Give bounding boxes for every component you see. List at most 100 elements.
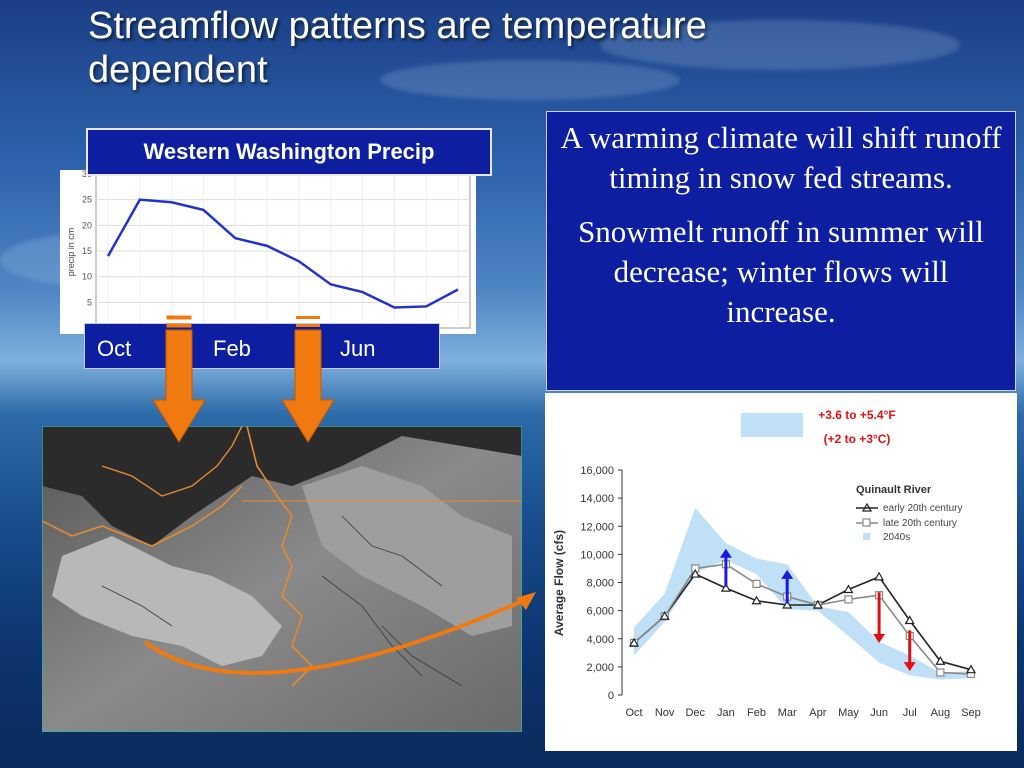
early-20th-point [965, 664, 977, 674]
apr-may-marker [296, 316, 320, 327]
bracket-bottom [296, 324, 320, 327]
change-arrow-head-mar [781, 569, 794, 579]
slide-title: Streamflow patterns are temperature depe… [88, 5, 707, 91]
early-20th-point [720, 582, 731, 592]
strait-outline [42, 485, 243, 547]
legend-marker-early [861, 502, 873, 512]
precip-y-tick-label: 15 [82, 246, 92, 256]
early-20th-point [751, 595, 762, 605]
early-20th-point [874, 571, 885, 581]
flow-y-tick-label: 2,000 [586, 662, 614, 674]
flow-x-tick-label: Mar [778, 707, 797, 719]
cascade-range [302, 466, 512, 636]
flow-x-tick-label: Aug [931, 707, 951, 719]
series-late-20th-line [633, 563, 972, 675]
flow-x-tick-label: Feb [747, 707, 766, 719]
late-20th-point [752, 579, 761, 589]
flow-y-tick-label: 6,000 [586, 606, 614, 618]
legend-marker-2040s [863, 533, 870, 540]
month-label-oct: Oct [97, 336, 132, 361]
down-arrow-winter [152, 329, 206, 443]
bracket-top [296, 316, 320, 319]
flow-x-tick-label: Dec [685, 707, 705, 719]
explanation-paragraph-1: A warming climate will shift runoff timi… [560, 120, 1002, 195]
flow-y-tick-label: 14,000 [580, 493, 614, 505]
flow-y-tick-label: 16,000 [580, 465, 614, 477]
change-arrow-head-jul [903, 662, 916, 672]
coastline-outline [246, 426, 314, 687]
early-20th-point [935, 656, 946, 665]
washington-terrain-map [42, 426, 522, 732]
precip-y-tick-label: 25 [82, 195, 92, 205]
river-path [381, 625, 463, 687]
legend-label-2040s: 2040s [883, 532, 910, 543]
precip-y-tick-label: 5 [87, 297, 92, 307]
month-label-jun: Jun [340, 336, 376, 361]
series-early-20th-line [633, 573, 972, 671]
flow-legend: Quinault River early 20th century late 2… [856, 484, 963, 543]
early-20th-point [782, 599, 793, 609]
series-markers [628, 560, 977, 679]
change-arrows [719, 548, 916, 672]
early-20th-point [659, 611, 670, 620]
legend-marker-late [862, 518, 871, 527]
early-20th-point [690, 568, 701, 578]
flow-y-tick-label: 4,000 [586, 634, 614, 646]
late-20th-point [936, 668, 945, 677]
quinault-flow-chart: +3.6 to +5.4°F (+2 to +3°C) 0 2,000 4,000 6… [552, 408, 981, 719]
early-20th-point [812, 599, 823, 609]
flow-y-ticks: 0 2,000 4,000 6,000 8,000 10,000 12,000 14,000 1… [580, 465, 622, 702]
flow-x-tick-label: May [838, 707, 859, 719]
flow-y-tick-label: 8,000 [586, 578, 614, 590]
flow-x-tick-label: Jun [870, 707, 888, 719]
curved-arrow-to-chart [143, 600, 521, 675]
river-path [101, 585, 173, 627]
flow-y-tick-label: 10,000 [580, 549, 614, 561]
flow-y-tick-label: 12,000 [580, 521, 614, 533]
bracket-bottom [166, 323, 192, 328]
early-20th-point [904, 615, 915, 625]
legend-title: Quinault River [856, 484, 932, 496]
precip-panel-title: Western Washington Precip [86, 128, 492, 176]
cloud-streak [380, 60, 680, 100]
bracket-top [166, 315, 192, 320]
island-outline [101, 426, 243, 497]
warming-legend-swatch [741, 413, 803, 437]
flow-x-tick-label: Apr [809, 707, 826, 719]
flow-x-tick-label: Sep [961, 707, 981, 719]
olympic-mountains [52, 536, 282, 666]
change-arrow-head-jan [719, 548, 732, 558]
curved-arrow-head [516, 592, 536, 610]
warming-annotation-f: +3.6 to +5.4°F [818, 408, 896, 422]
flow-x-ticks: Oct Nov Dec Jan Feb Mar Apr May Jun Jul Aug Sep [625, 707, 980, 719]
oct-nov-marker [166, 315, 192, 328]
early-20th-point [843, 584, 854, 594]
down-arrow-spring [281, 329, 335, 443]
late-20th-point [844, 595, 853, 604]
river-network [101, 515, 463, 687]
precip-chart: 51015202530 precip in cm [60, 170, 476, 334]
explanation-paragraph-2: Snowmelt runoff in summer will decrease;… [578, 214, 984, 329]
river-path [341, 515, 443, 587]
flow-x-tick-label: Oct [625, 707, 642, 719]
legend-label-early: early 20th century [883, 503, 963, 514]
explanation-box: A warming climate will shift runoff timi… [546, 111, 1016, 391]
flow-x-tick-label: Jul [903, 707, 917, 719]
warming-annotation-c: (+2 to +3°C) [824, 432, 891, 446]
precip-y-axis-label: precip in cm [66, 228, 76, 277]
cloud-streak [600, 20, 960, 70]
river-path [321, 575, 423, 677]
precip-line [106, 198, 459, 309]
precip-y-tick-label: 20 [82, 220, 92, 230]
early-20th-point [628, 637, 640, 647]
month-label-feb: Feb [213, 336, 251, 361]
flow-y-tick-label: 0 [608, 690, 614, 702]
flow-x-tick-label: Nov [655, 707, 675, 719]
legend-label-late: late 20th century [883, 518, 957, 529]
sound-water [42, 426, 522, 546]
quinault-chart-panel: +3.6 to +5.4°F (+2 to +3°C) 0 2,000 4,000 6… [545, 393, 1017, 751]
flow-x-tick-label: Jan [717, 707, 735, 719]
flow-y-axis-label: Average Flow (cfs) [552, 530, 566, 636]
series-2040s-band [634, 507, 971, 680]
